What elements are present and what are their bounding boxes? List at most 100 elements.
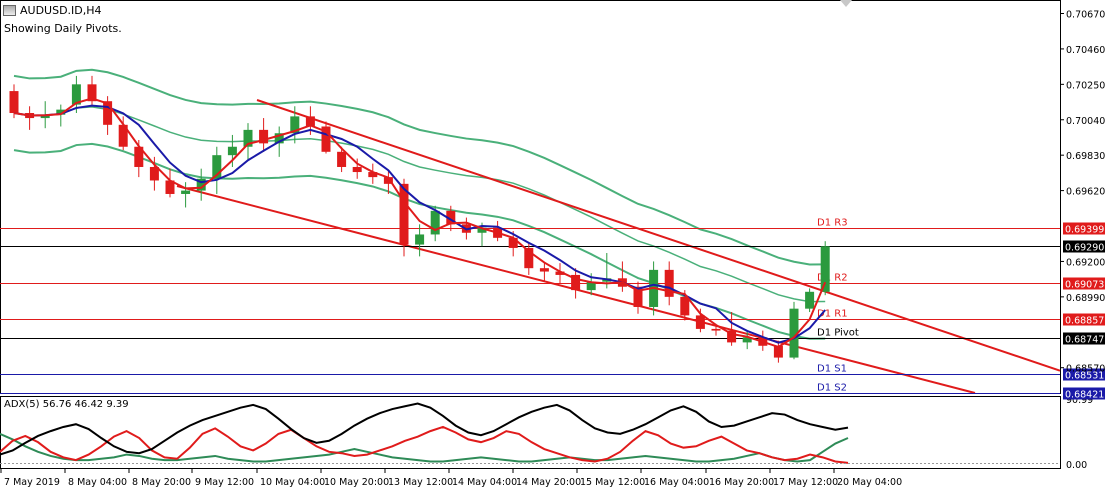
candle (259, 118, 269, 152)
time-tick-label: 20 May 04:00 (837, 477, 902, 488)
candle (508, 231, 518, 257)
adx-main-line (0, 402, 849, 456)
candle-body (711, 328, 721, 331)
pivot-price-label: 0.68747 (1065, 335, 1104, 346)
candle-body (9, 91, 19, 114)
candle-body (103, 101, 113, 125)
candle (196, 168, 206, 201)
candle-body (321, 126, 331, 152)
candle-body (337, 151, 347, 167)
candle-body (789, 308, 799, 358)
candle-body (477, 227, 487, 233)
current-price-tag: 0.69290 (1063, 240, 1105, 254)
time-tick-label: 17 May 12:00 (773, 477, 838, 488)
chart-window-icon (3, 5, 16, 16)
candle (87, 75, 97, 107)
candle (243, 123, 253, 161)
pivot-label: D1 Pivot (817, 328, 859, 339)
chart-shift-icon[interactable] (840, 0, 852, 7)
time-axis: 7 May 2019 8 May 04:00 8 May 20:00 9 May 12… (0, 469, 902, 488)
price-tick-label: 0.70250 (1066, 80, 1105, 91)
pivot-subtitle: Showing Daily Pivots. (4, 22, 122, 35)
pivot-price-tag: 0.69073 (1063, 277, 1105, 291)
candle-body (664, 269, 674, 297)
candle (430, 205, 440, 242)
candle (227, 134, 237, 167)
time-tick-label: 10 May 20:00 (324, 477, 389, 488)
candle (664, 261, 674, 306)
candle (149, 156, 159, 191)
pivot-price-label: 0.69399 (1065, 225, 1104, 236)
candle (352, 158, 362, 179)
candle-body (539, 268, 549, 272)
slow-ma-line (13, 104, 826, 344)
pivot-price-label: 0.69073 (1065, 280, 1104, 291)
candle-body (274, 133, 284, 144)
candle (165, 168, 175, 198)
time-tick-label: 10 May 04:00 (260, 477, 325, 488)
candle-body (446, 210, 456, 225)
candle-body (805, 291, 815, 309)
pivot-price-tag: 0.69399 (1063, 222, 1105, 236)
candle-body (40, 114, 50, 119)
candle (555, 263, 565, 284)
candle (805, 288, 815, 313)
candle-body (87, 84, 97, 102)
pivot-label: D1 R3 (817, 218, 848, 229)
candle (9, 84, 19, 119)
candle (321, 121, 331, 154)
candle (539, 263, 549, 282)
upper-band-line (13, 68, 826, 266)
candle-body (71, 84, 81, 105)
candle-body (555, 271, 565, 275)
candle-body (305, 116, 315, 127)
candle-body (695, 315, 705, 329)
candle-body (243, 129, 253, 147)
candle (820, 241, 830, 296)
pivot-price-label: 0.68421 (1065, 390, 1104, 401)
candle-body (227, 146, 237, 156)
time-tick-label: 14 May 04:00 (452, 477, 517, 488)
pivot-price-label: 0.68857 (1065, 316, 1104, 327)
candle-body (508, 237, 518, 248)
candle (633, 281, 643, 314)
candle-body (399, 183, 409, 245)
time-tick-label: 16 May 20:00 (709, 477, 774, 488)
time-tick-label: 8 May 20:00 (132, 477, 191, 488)
price-tick-label: 0.68570 (1066, 364, 1105, 375)
pivot-price-tag: 0.68747 (1063, 332, 1105, 346)
price-tick-label: 0.70670 (1066, 9, 1105, 20)
current-price-label: 0.69290 (1065, 243, 1104, 254)
candle-body (727, 330, 737, 343)
candle-body (820, 246, 830, 292)
candle (118, 116, 128, 151)
pivot-label: D1 S2 (817, 383, 847, 394)
adx-min-label: 0.00 (1066, 460, 1087, 471)
adx-indicator-label: ADX(5) 56.76 46.42 9.39 (4, 399, 129, 410)
candle-body (196, 178, 206, 191)
candle (524, 242, 534, 275)
adx-max-label: 90.99 (1066, 395, 1093, 406)
adx-pane[interactable]: 90.99 0.00 (0, 395, 1093, 471)
candle-body (259, 129, 269, 144)
middle-band-line (13, 106, 826, 303)
candle-body (586, 281, 596, 291)
price-axis: 0.69399 0.69073 0.68857 0.68747 0.68531 0.684… (1060, 9, 1105, 401)
time-tick-label: 14 May 20:00 (516, 477, 581, 488)
candle (71, 75, 81, 114)
candle (368, 163, 378, 184)
candle-body (773, 345, 783, 358)
time-tick-label: 15 May 12:00 (580, 477, 645, 488)
candle (383, 170, 393, 194)
candle (446, 205, 456, 232)
pivot-label: D1 R1 (817, 309, 848, 320)
price-pane[interactable]: D1 R3 D1 R2 D1 R1 D1 Pivot D1 S1 D1 S2 (0, 0, 1061, 394)
price-pane-frame (0, 0, 1061, 394)
candle-body (680, 296, 690, 316)
candle (773, 340, 783, 363)
time-tick-label: 7 May 2019 (4, 477, 60, 488)
candle-body (742, 337, 752, 343)
adx-pane-frame (0, 396, 1061, 469)
pivot-price-tag: 0.68421 (1063, 387, 1105, 401)
